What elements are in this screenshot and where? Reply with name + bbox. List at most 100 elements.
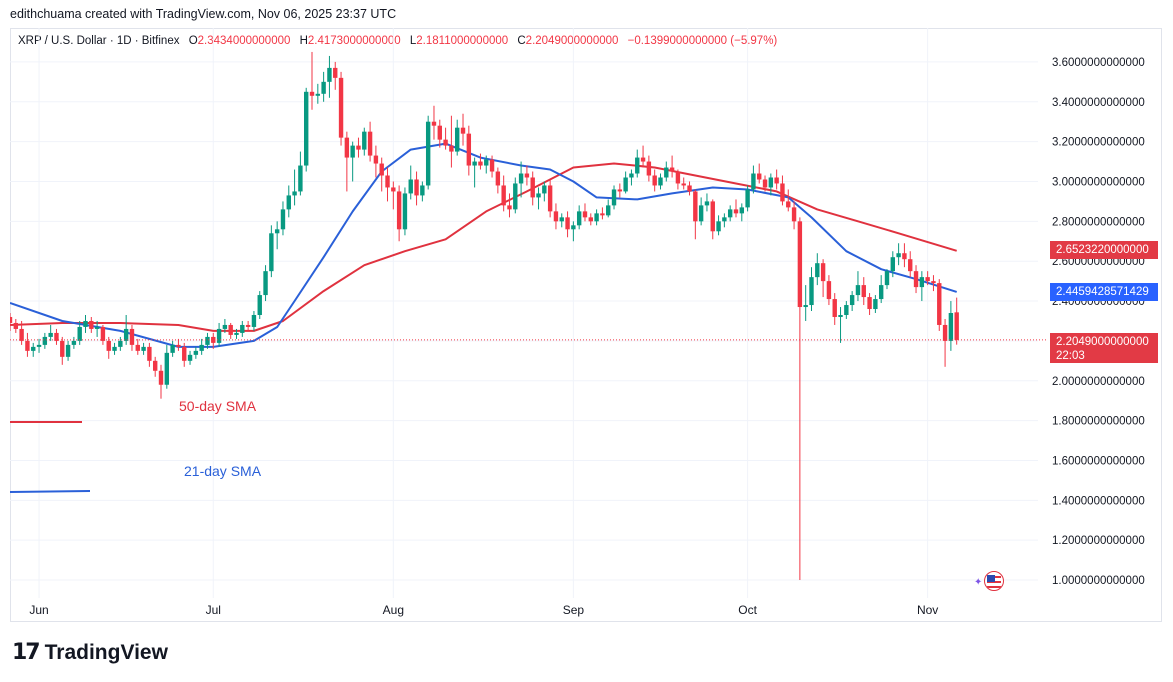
candle-body [251,314,257,327]
change-value: −0.1399000000000 (−5.97%) [627,35,778,47]
candle-body [100,326,106,341]
candle-body [443,139,448,146]
y-tick-label: 2.8000000000000 [1052,216,1145,228]
candle-body [455,127,460,152]
candle-body [565,217,570,230]
candle-body [751,173,756,190]
candle-body [902,253,907,260]
sma21-annotation: 21-day SMA [184,463,262,479]
candle-body [25,340,30,351]
candle-body [333,67,338,78]
candle-body [844,305,849,315]
candle-body [36,344,42,347]
candle-body [919,277,925,288]
candle-body [425,121,431,186]
candle-body [606,205,611,216]
low-label: L [409,35,417,47]
candle-body [722,217,727,222]
y-tick-label: 3.2000000000000 [1052,137,1145,149]
candle-body [309,91,315,96]
y-tick-label: 3.4000000000000 [1052,97,1145,109]
candle-body [106,340,111,351]
candle-body [118,340,123,347]
candle-body [896,253,901,258]
candle-body [274,229,280,234]
close-label: C [517,35,526,47]
candle-body [460,127,466,134]
y-tick-label: 3.6000000000000 [1052,57,1145,69]
candle-body [292,191,297,196]
candle-body [152,360,158,371]
candle-body [205,336,210,345]
y-tick-label: 1.0000000000000 [1052,575,1145,587]
logo-text: TradingView [44,640,168,664]
x-tick-label: Oct [738,603,757,617]
candle-body [31,346,36,351]
candle-body [472,161,477,166]
y-tick-label: 1.6000000000000 [1052,455,1145,467]
candle-body [547,185,553,212]
candle-body [222,324,228,329]
candle-body [211,336,216,343]
candle-body [391,187,396,192]
ohlc-legend: XRP / U.S. Dollar · 1D · Bitfinex O2.343… [18,35,777,47]
candle-body [513,183,518,210]
candle-body [141,346,146,351]
candle-body [623,177,628,192]
high-label: H [299,35,308,47]
candle-body [344,137,350,158]
candle-body [112,346,117,351]
us-flag-icon[interactable] [984,571,1004,591]
candle-body [646,161,652,176]
candle-body [304,91,309,166]
candle-body [182,346,187,361]
candle-body [507,205,512,210]
close-value: 2.2049000000000 [525,35,619,47]
candle-body [745,189,750,208]
y-tick-label: 2.6000000000000 [1052,256,1145,268]
candle-body [635,157,640,174]
candle-body [367,131,373,156]
candle-body [733,209,739,214]
price-chart[interactable]: 3.6000000000000 3.4000000000000 3.20000000… [10,28,1162,622]
sma21-legend-swatch [10,490,91,493]
open-value: 2.3434000000000 [197,35,291,47]
candle-body [890,257,896,272]
candle-body [542,185,547,194]
candle-body [948,313,954,341]
candle-body [437,125,442,140]
candle-body [280,209,286,230]
candle-body [681,183,686,186]
sma50-annotation: 50-day SMA [179,398,257,414]
candle-body [780,183,785,202]
candle-body [60,340,65,357]
candle-body [315,93,321,96]
candle-body [571,225,576,230]
candle-body [187,354,193,361]
sma50-line [10,162,957,332]
candle-body [431,121,437,126]
x-tick-label: Aug [383,603,404,617]
candle-body [42,336,48,345]
symbol-label[interactable]: XRP / U.S. Dollar · 1D · Bitfinex [18,35,180,47]
tradingview-logo[interactable]: 17 TradingView [12,640,168,665]
candle-body [414,179,419,196]
x-tick-label: Nov [917,603,938,617]
candle-body [849,295,855,306]
candle-body [123,328,129,341]
candle-body [199,344,204,351]
candle-body [298,165,303,192]
countdown-timer: 22:03 [1056,350,1085,362]
sma50-price-badge: 2.6523220000000 [1050,241,1158,259]
y-tick-label: 1.2000000000000 [1052,535,1145,547]
candle-body [594,213,599,222]
x-tick-label: Sep [563,603,585,617]
candle-body [263,271,268,296]
candle-body [675,171,681,184]
candle-body [420,185,425,196]
candle-body [704,201,710,206]
candle-body [176,344,181,347]
candle-body [449,145,454,152]
candle-body [629,173,634,178]
sparkle-icon[interactable]: ✦ [974,577,983,588]
